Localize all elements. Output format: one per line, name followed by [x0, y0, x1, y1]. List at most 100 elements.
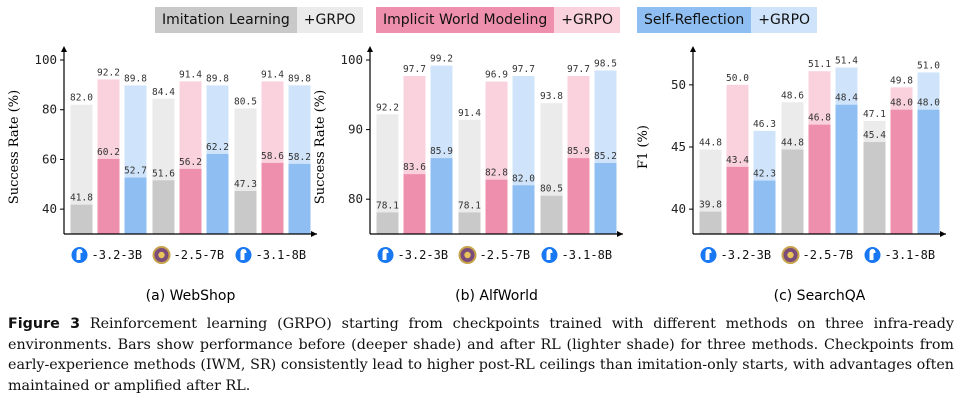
x-category-label: -3.1-8B [562, 248, 613, 262]
data-label-after: 91.4 [458, 108, 481, 119]
legend-label-imitation-learning: Imitation Learning [155, 7, 297, 33]
bar-before-rl [835, 104, 858, 234]
legend-label-self-reflection-grpo: +GRPO [751, 7, 818, 33]
y-tick-label: 40 [671, 201, 686, 216]
data-label-before: 56.2 [179, 157, 202, 168]
y-tick-label: 40 [42, 201, 57, 216]
bar-before-rl [485, 179, 508, 234]
qwen-icon-center [464, 251, 471, 259]
data-label-after: 82.0 [70, 93, 93, 104]
data-label-after: 89.8 [206, 73, 229, 84]
y-tick-label: 45 [671, 139, 686, 154]
chart-panel-3: 40 45 50 F1 (%) 44.8 39.8 50.0 43.4 46.3 42.3 -3.2… [636, 46, 946, 304]
data-label-before: 43.4 [726, 155, 749, 166]
data-label-after: 50.0 [726, 73, 749, 84]
bar-before-rl [726, 166, 749, 234]
panel-title: (a) WebShop [146, 288, 236, 304]
data-label-before: 82.8 [485, 168, 508, 179]
x-category-label: -3.1-8B [885, 248, 936, 262]
x-category-label: -2.5-7B [480, 248, 531, 262]
bar-before-rl [179, 168, 202, 234]
bar-before-rl [699, 211, 722, 234]
bar-before-rl [512, 185, 535, 234]
legend-label-self-reflection: Self-Reflection [637, 7, 752, 33]
data-label-after: 51.4 [835, 55, 858, 66]
llama-icon-shape [705, 249, 712, 260]
data-label-before: 42.3 [753, 169, 776, 180]
data-label-before: 45.4 [863, 130, 886, 141]
data-label-after: 80.5 [234, 96, 257, 107]
bar-before-rl [917, 109, 940, 234]
data-label-after: 51.0 [917, 60, 940, 71]
data-label-before: 41.8 [70, 193, 93, 204]
y-axis-label: F1 (%) [636, 125, 651, 169]
qwen-icon-center [158, 251, 165, 259]
data-label-after: 97.7 [567, 64, 590, 75]
caption-text: Reinforcement learning (GRPO) starting f… [8, 316, 954, 394]
data-label-before: 46.8 [808, 113, 831, 124]
data-label-after: 92.2 [97, 67, 120, 78]
data-label-before: 58.2 [288, 152, 311, 163]
panel-title: (c) SearchQA [774, 288, 866, 304]
bar-before-rl [403, 174, 426, 234]
data-label-before: 85.9 [430, 146, 453, 157]
data-label-before: 48.0 [890, 98, 913, 109]
bar-before-rl [567, 158, 590, 234]
figure-caption: Figure 3 Reinforcement learning (GRPO) s… [8, 314, 954, 396]
data-label-before: 58.6 [261, 151, 284, 162]
x-category-label: -3.2-3B [398, 248, 449, 262]
caption-label: Figure 3 [8, 316, 81, 332]
data-label-before: 85.9 [567, 146, 590, 157]
bar-before-rl [863, 142, 886, 234]
data-label-before: 78.1 [458, 200, 481, 211]
bar-before-rl [808, 124, 831, 234]
y-axis-arrow [690, 46, 696, 52]
bar-before-rl [430, 158, 453, 234]
y-tick-label: 80 [348, 191, 363, 206]
bar-after-rl [458, 119, 481, 234]
data-label-before: 83.6 [403, 162, 426, 173]
data-label-after: 84.4 [152, 87, 175, 98]
chart-panel-1: 40 60 80 100 Success Rate (%) 82.0 41.8 92.2 60.… [7, 46, 317, 304]
data-label-after: 98.5 [594, 58, 617, 69]
x-axis-arrow [311, 231, 317, 237]
bar-before-rl [234, 190, 257, 234]
legend-label-imitation-learning-grpo: +GRPO [296, 7, 363, 33]
data-label-before: 51.6 [152, 168, 175, 179]
bar-before-rl [594, 163, 617, 234]
data-label-after: 91.4 [261, 69, 284, 80]
data-label-before: 39.8 [699, 200, 722, 211]
y-axis-arrow [61, 46, 67, 52]
legend-item-self-reflection: Self-Reflection +GRPO [637, 7, 818, 33]
data-label-after: 89.8 [124, 73, 147, 84]
data-label-after: 93.8 [540, 91, 563, 102]
llama-icon-shape [546, 249, 553, 260]
bar-before-rl [124, 177, 147, 234]
legend-item-imitation-learning: Imitation Learning +GRPO [155, 7, 363, 33]
y-tick-label: 100 [340, 52, 363, 67]
data-label-before: 52.7 [124, 166, 147, 177]
data-label-before: 80.5 [540, 184, 563, 195]
y-tick-label: 90 [348, 122, 363, 137]
y-tick-label: 100 [34, 52, 57, 67]
bar-before-rl [261, 162, 284, 234]
bar-before-rl [540, 195, 563, 234]
data-label-after: 99.2 [430, 54, 453, 65]
x-axis-arrow [617, 231, 623, 237]
data-label-after: 91.4 [179, 69, 202, 80]
data-label-before: 85.2 [594, 151, 617, 162]
bar-before-rl [458, 212, 481, 234]
bar-before-rl [288, 163, 311, 234]
x-category-label: -2.5-7B [803, 248, 854, 262]
bar-before-rl [152, 180, 175, 234]
bar-before-rl [890, 109, 913, 234]
data-label-after: 48.6 [781, 90, 804, 101]
legend-label-implicit-world-modeling-grpo: +GRPO [554, 7, 620, 33]
x-category-label: -3.2-3B [92, 248, 143, 262]
data-label-after: 92.2 [376, 102, 399, 113]
data-label-before: 60.2 [97, 147, 120, 158]
llama-icon-shape [382, 249, 389, 260]
y-tick-label: 50 [671, 77, 686, 92]
bar-before-rl [376, 212, 399, 234]
charts-area: 40 60 80 100 Success Rate (%) 82.0 41.8 92.2 60.… [7, 46, 946, 304]
